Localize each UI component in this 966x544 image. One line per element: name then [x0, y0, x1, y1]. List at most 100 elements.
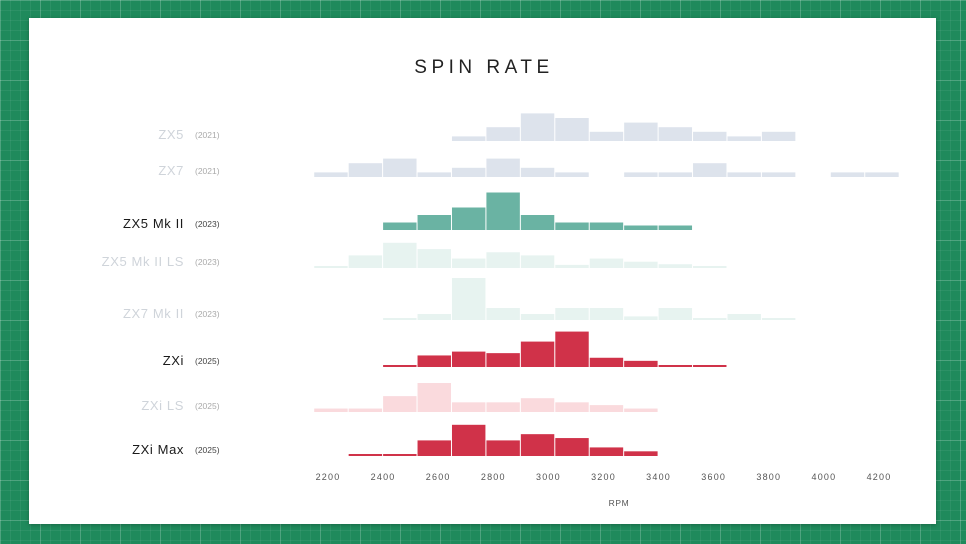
histogram-bar — [624, 316, 658, 320]
histogram-bar — [451, 278, 486, 320]
histogram-bar — [624, 172, 658, 177]
x-axis-label: RPM — [609, 498, 630, 508]
histogram-bar — [383, 365, 417, 367]
histogram-bar — [451, 424, 486, 456]
histogram-bar — [589, 131, 624, 141]
histogram-bar — [520, 434, 555, 456]
x-axis-ticks: 2200 2400 2600 2800 3000 3200 3400 3600 3800 4000… — [316, 472, 892, 482]
series-row-6: ZXi LS (2025) — [141, 383, 658, 413]
histogram-bar — [761, 131, 796, 141]
histogram-bar — [348, 163, 383, 177]
series-row-4: ZX7 Mk II (2023) — [123, 278, 796, 321]
histogram-bar — [417, 440, 451, 456]
histogram-bar — [693, 318, 727, 320]
series-row-5: ZXi (2025) — [163, 331, 727, 368]
histogram-bar — [555, 172, 589, 177]
x-tick-label: 2400 — [371, 472, 396, 482]
x-tick-label: 2600 — [426, 472, 451, 482]
histogram-bar — [555, 308, 589, 320]
x-tick-label: 4200 — [867, 472, 892, 482]
x-tick-label: 3800 — [756, 472, 781, 482]
x-tick-label: 3600 — [701, 472, 726, 482]
histogram-bar — [348, 454, 383, 456]
histogram-bar — [417, 172, 451, 177]
histogram-bar — [486, 353, 520, 367]
histogram-bar — [348, 255, 383, 268]
histogram-bar — [417, 215, 451, 230]
series-name-label: ZX7 Mk II — [123, 306, 184, 321]
histogram-bar — [693, 131, 727, 141]
histogram-bar — [555, 118, 589, 141]
histogram-bar — [865, 172, 899, 177]
series-year-label: (2025) — [195, 401, 220, 411]
chart-title: SPIN RATE — [414, 57, 553, 78]
histogram-bar — [486, 192, 520, 230]
histogram-bar — [383, 396, 417, 412]
histogram-bar — [451, 167, 486, 177]
histogram-bar — [383, 454, 417, 456]
histogram-bar — [624, 451, 658, 456]
histogram-bar — [589, 405, 624, 412]
histogram-bar — [555, 264, 589, 268]
histogram-bar — [727, 314, 761, 320]
histogram-rows: ZX5 (2021)ZX7 (2021)ZX5 Mk II (2023)ZX5 Mk … — [102, 113, 899, 457]
histogram-bar — [520, 398, 555, 412]
histogram-bar — [486, 252, 520, 268]
histogram-bar — [486, 127, 520, 141]
histogram-bar — [520, 113, 555, 141]
histogram-bar — [555, 331, 589, 367]
spin-rate-chart: SPIN RATE ZX5 (2021) ZX7 (2021) ZX5 Mk II (20… — [102, 57, 899, 508]
series-row-3: ZX5 Mk II LS (2023) — [102, 242, 727, 269]
series-name-label: ZXi — [163, 353, 184, 368]
series-year-label: (2021) — [195, 166, 220, 176]
series-name-label: ZXi LS — [141, 398, 184, 413]
histogram-bar — [451, 402, 486, 412]
series-row-0: ZX5 (2021) — [158, 113, 796, 142]
series-year-label: (2021) — [195, 130, 220, 140]
series-name-label: ZXi Max — [132, 442, 184, 457]
histogram-bar — [658, 225, 693, 230]
histogram-bar — [314, 172, 348, 177]
histogram-bar — [589, 357, 624, 367]
series-row-1: ZX7 (2021) — [158, 158, 899, 178]
histogram-bar — [486, 440, 520, 456]
histogram-bar — [830, 172, 865, 177]
histogram-bar — [486, 402, 520, 412]
x-tick-label: 3000 — [536, 472, 561, 482]
series-name-label: ZX5 Mk II LS — [102, 254, 184, 269]
series-year-label: (2023) — [195, 219, 220, 229]
histogram-bar — [624, 122, 658, 141]
histogram-bar — [486, 158, 520, 177]
histogram-bar — [658, 172, 693, 177]
histogram-bar — [624, 225, 658, 230]
histogram-bar — [624, 360, 658, 367]
series-year-label: (2023) — [195, 309, 220, 319]
histogram-bar — [314, 266, 348, 268]
histogram-bar — [348, 408, 383, 412]
histogram-bar — [589, 447, 624, 456]
histogram-bar — [761, 172, 796, 177]
histogram-bar — [658, 127, 693, 141]
series-row-7: ZXi Max (2025) — [132, 424, 658, 457]
histogram-bar — [624, 408, 658, 412]
x-tick-label: 2200 — [316, 472, 341, 482]
histogram-bar — [383, 158, 417, 177]
histogram-bar — [520, 167, 555, 177]
histogram-bar — [761, 318, 796, 320]
x-tick-label: 3400 — [646, 472, 671, 482]
histogram-bar — [555, 438, 589, 456]
histogram-bar — [451, 258, 486, 268]
histogram-bar — [417, 314, 451, 320]
series-name-label: ZX5 Mk II — [123, 216, 184, 231]
series-name-label: ZX5 — [158, 127, 184, 142]
histogram-bar — [520, 341, 555, 367]
histogram-bar — [314, 408, 348, 412]
histogram-bar — [624, 261, 658, 268]
histogram-bar — [520, 314, 555, 320]
x-tick-label: 3200 — [591, 472, 616, 482]
histogram-bar — [658, 365, 693, 367]
histogram-bar — [589, 308, 624, 320]
histogram-bar — [520, 215, 555, 230]
series-year-label: (2025) — [195, 445, 220, 455]
histogram-bar — [451, 136, 486, 141]
